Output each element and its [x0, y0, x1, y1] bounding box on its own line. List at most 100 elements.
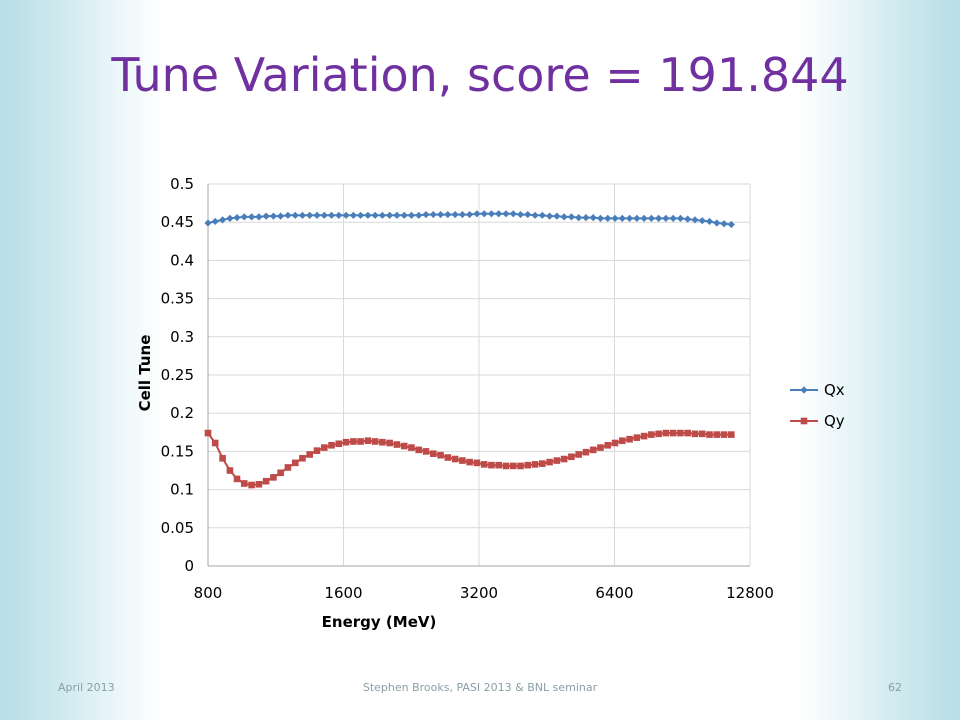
data-point: [364, 437, 372, 445]
data-point: [575, 451, 582, 458]
data-point: [502, 462, 510, 470]
data-point: [553, 457, 561, 464]
data-point: [357, 438, 364, 445]
data-point: [487, 210, 496, 218]
data-point: [546, 458, 553, 466]
data-point: [473, 210, 481, 218]
data-point: [204, 429, 212, 437]
data-point: [568, 453, 575, 461]
data-point: [459, 457, 466, 464]
data-point: [458, 210, 466, 219]
data-point: [582, 214, 590, 222]
data-point: [313, 447, 321, 454]
data-point: [495, 461, 502, 469]
data-point: [560, 455, 568, 463]
y-tick-label: 0.35: [161, 290, 194, 308]
data-point: [669, 429, 677, 437]
data-point: [430, 450, 437, 457]
data-point: [596, 214, 605, 222]
x-tick-label: 3200: [460, 584, 498, 602]
data-point: [597, 444, 604, 451]
data-point: [676, 214, 685, 222]
data-point: [342, 438, 350, 446]
data-point: [705, 217, 714, 226]
y-tick-label: 0.1: [170, 481, 194, 499]
legend-marker-qx: [800, 386, 808, 394]
series-layer: [204, 210, 735, 489]
data-point: [437, 451, 444, 459]
data-point: [400, 211, 408, 219]
y-tick-label: 0.5: [170, 175, 194, 193]
data-point: [248, 213, 256, 221]
series-qx: [204, 210, 735, 229]
data-point: [626, 435, 633, 443]
data-point: [509, 210, 517, 218]
data-point: [640, 214, 648, 222]
y-tick-label: 0.3: [170, 328, 194, 346]
data-point: [720, 220, 728, 228]
data-point: [233, 475, 241, 483]
data-point: [517, 462, 524, 470]
data-point: [677, 429, 684, 437]
data-point: [240, 480, 248, 487]
series-qy: [204, 429, 735, 489]
footer-page-number: 62: [888, 681, 902, 694]
data-point: [633, 214, 641, 222]
data-point: [531, 461, 539, 468]
data-point: [684, 429, 692, 437]
data-point: [669, 214, 677, 222]
y-tick-label: 0.2: [170, 404, 194, 422]
data-point: [429, 210, 437, 219]
data-point: [560, 213, 568, 221]
data-point: [211, 439, 219, 447]
data-point: [698, 430, 706, 438]
data-point: [451, 210, 459, 219]
data-point: [495, 210, 503, 218]
data-point: [567, 213, 576, 221]
data-point: [269, 212, 278, 220]
data-point: [524, 210, 532, 219]
data-point: [277, 212, 285, 220]
legend-label-qx: Qx: [824, 381, 845, 399]
data-point: [662, 429, 670, 437]
data-point: [662, 214, 670, 222]
data-point: [553, 212, 561, 220]
data-point: [647, 214, 655, 222]
data-point: [306, 211, 314, 219]
data-point: [589, 214, 597, 222]
data-point: [320, 444, 328, 451]
data-point: [226, 214, 234, 222]
data-point: [284, 211, 292, 219]
data-point: [691, 216, 699, 224]
data-point: [444, 454, 452, 461]
data-point: [618, 437, 626, 445]
data-point: [204, 219, 212, 227]
data-point: [386, 439, 393, 447]
data-point: [277, 469, 284, 477]
data-point: [211, 217, 219, 226]
data-point: [444, 210, 452, 219]
data-point: [655, 214, 663, 222]
data-point: [240, 213, 248, 221]
y-tick-label: 0.15: [161, 442, 194, 460]
y-tick-label: 0.4: [170, 251, 194, 269]
data-point: [226, 467, 234, 474]
y-tick-label: 0.45: [161, 213, 194, 231]
slide-title: Tune Variation, score = 191.844: [111, 48, 849, 102]
y-tick-label: 0: [184, 557, 194, 575]
data-point: [539, 460, 546, 467]
data-point: [356, 211, 365, 219]
data-point: [488, 461, 495, 469]
data-point: [255, 213, 263, 221]
data-point: [509, 462, 517, 470]
data-point: [248, 481, 255, 489]
data-point: [270, 474, 277, 481]
data-point: [291, 459, 299, 467]
data-point: [436, 210, 445, 219]
data-point: [378, 211, 386, 219]
data-point: [611, 214, 619, 222]
data-point: [335, 211, 343, 219]
y-axis-title: Cell Tune: [136, 335, 154, 412]
